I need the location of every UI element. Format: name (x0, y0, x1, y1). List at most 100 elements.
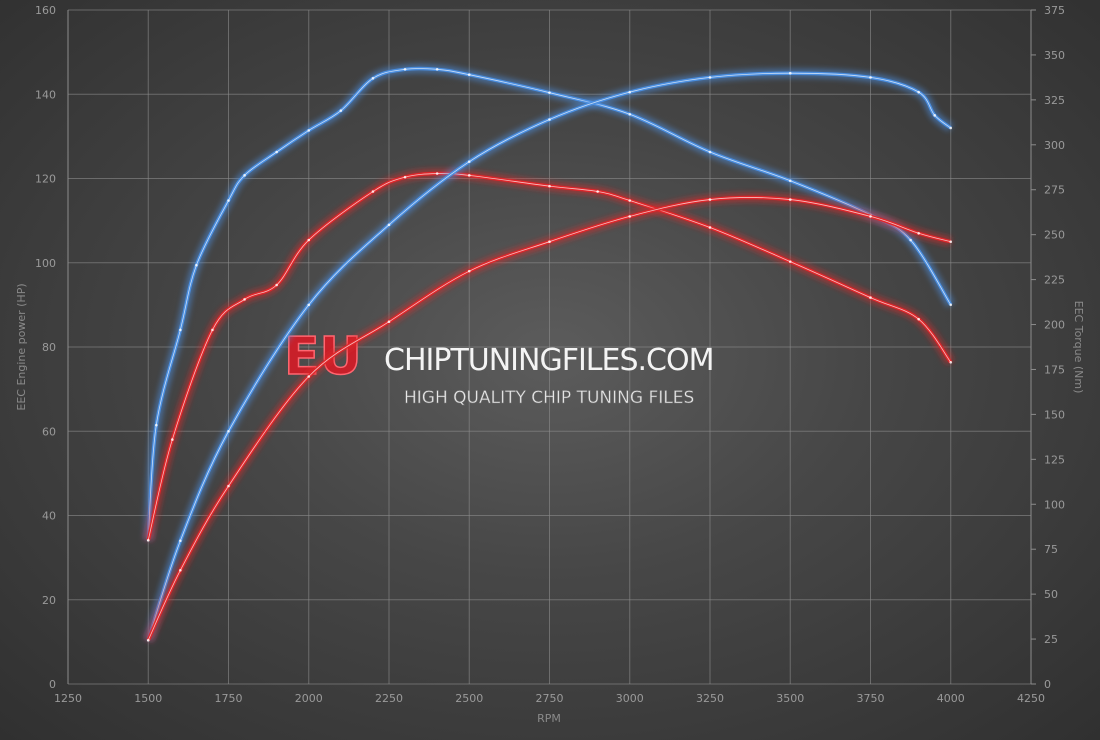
data-point (275, 150, 278, 154)
data-point (307, 129, 311, 132)
data-point (596, 190, 599, 193)
data-point (467, 160, 471, 163)
x-axis-label: RPM (537, 712, 561, 725)
data-point (467, 269, 471, 273)
y2-tick-label: 175 (1044, 363, 1065, 376)
data-point (788, 260, 792, 263)
data-point (708, 150, 712, 154)
data-point (467, 73, 471, 77)
data-point (917, 231, 920, 235)
data-point (403, 175, 407, 179)
data-point (788, 198, 792, 201)
data-point (179, 328, 182, 332)
data-point (371, 76, 375, 80)
data-point (307, 238, 311, 242)
data-point (435, 172, 439, 175)
watermark-eu: EU (284, 327, 362, 387)
y-tick-label: 40 (42, 510, 56, 523)
data-point (788, 71, 792, 75)
data-point (243, 174, 246, 177)
grid (67, 9, 1032, 685)
data-point (548, 91, 551, 94)
data-point (146, 638, 150, 642)
data-point (708, 76, 712, 79)
y2-tick-label: 200 (1044, 319, 1065, 332)
y2-tick-label: 125 (1044, 453, 1065, 466)
x-tick-label: 2250 (375, 692, 403, 705)
x-tick-label: 4250 (1017, 692, 1045, 705)
data-point (171, 438, 174, 441)
data-point (435, 68, 439, 71)
data-point (179, 568, 182, 572)
x-tick-label: 2750 (536, 692, 564, 705)
y2-axis-label: EEC Torque (Nm) (1072, 301, 1085, 394)
data-point (869, 76, 872, 79)
data-point (949, 240, 953, 243)
x-tick-label: 2500 (455, 692, 483, 705)
data-point (628, 215, 632, 218)
y2-tick-label: 25 (1044, 633, 1058, 646)
watermark-sub: HIGH QUALITY CHIP TUNING FILES (404, 388, 694, 408)
y2-tick-label: 350 (1044, 49, 1065, 62)
data-point (949, 126, 953, 130)
data-point (869, 215, 872, 218)
data-point (387, 223, 391, 227)
x-tick-label: 3750 (857, 692, 885, 705)
y2-tick-label: 250 (1044, 229, 1065, 242)
y2-tick-label: 325 (1044, 94, 1065, 107)
data-point (548, 184, 551, 188)
y-tick-label: 0 (49, 678, 56, 691)
watermark-main: CHIPTUNINGFILES.COM (384, 343, 714, 378)
x-tick-label: 1750 (215, 692, 243, 705)
y-tick-label: 140 (35, 88, 56, 101)
y-axis-label: EEC Engine power (HP) (15, 283, 28, 410)
data-point (243, 298, 246, 301)
series-core (147, 68, 952, 541)
data-point (628, 199, 632, 202)
y-tick-label: 20 (42, 594, 56, 607)
y2-tick-label: 0 (1044, 678, 1051, 691)
y-tick-label: 100 (35, 257, 56, 270)
x-tick-label: 4000 (937, 692, 965, 705)
series-0 (143, 63, 955, 542)
data-point (211, 328, 214, 332)
data-point (548, 118, 551, 121)
data-point (708, 226, 712, 229)
x-tick-label: 2000 (295, 692, 323, 705)
y2-tick-label: 300 (1044, 139, 1065, 152)
data-point (909, 238, 912, 242)
y-tick-label: 60 (42, 425, 56, 438)
x-tick-label: 1250 (54, 692, 82, 705)
data-point (869, 296, 872, 299)
y2-tick-label: 50 (1044, 588, 1058, 601)
data-point (917, 317, 920, 321)
data-point (339, 109, 343, 112)
data-point (788, 179, 792, 183)
data-point (917, 90, 920, 94)
y2-tick-label: 100 (1044, 498, 1065, 511)
x-tick-label: 3250 (696, 692, 724, 705)
y-tick-label: 120 (35, 173, 56, 186)
data-point (307, 303, 311, 307)
y2-tick-label: 75 (1044, 543, 1058, 556)
data-point (387, 320, 391, 324)
data-point (628, 112, 632, 116)
series-3 (144, 192, 953, 643)
data-point (154, 423, 158, 427)
y2-tick-label: 375 (1044, 4, 1065, 17)
ticks: 1250 1500 1750 2000 2250 2500 2750 3000 3250 3500… (35, 4, 1065, 705)
data-point (227, 484, 230, 488)
y2-tick-label: 225 (1044, 274, 1065, 287)
watermark: EU CHIPTUNINGFILES.COM HIGH QUALITY CHIP… (283, 326, 714, 408)
series-2 (143, 68, 954, 642)
data-point (403, 68, 407, 71)
x-tick-label: 1500 (134, 692, 162, 705)
data-point (628, 90, 632, 94)
data-point (467, 174, 471, 177)
y2-tick-label: 275 (1044, 184, 1065, 197)
data-point (195, 263, 198, 267)
y2-tick-label: 150 (1044, 408, 1065, 421)
data-point (227, 429, 230, 433)
